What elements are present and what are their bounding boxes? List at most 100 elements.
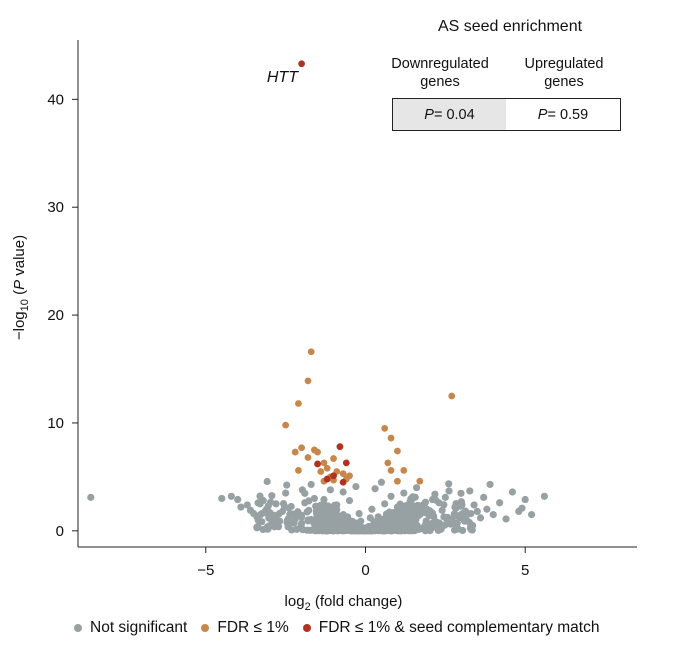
fdr-point bbox=[317, 468, 325, 475]
upregulated-p-value: = 0.59 bbox=[547, 106, 589, 123]
not-significant-point bbox=[355, 509, 363, 518]
not-significant-point bbox=[527, 511, 536, 519]
not-significant-point bbox=[368, 505, 376, 513]
not-significant-point bbox=[432, 519, 440, 527]
fdr-point bbox=[304, 454, 312, 461]
not-significant-point bbox=[357, 517, 365, 525]
x-tick-label: −5 bbox=[197, 562, 214, 579]
not-significant-point bbox=[347, 527, 355, 535]
not-significant-point bbox=[445, 480, 453, 488]
not-significant-point bbox=[461, 507, 469, 515]
fdr-point bbox=[298, 444, 305, 452]
not-significant-point bbox=[508, 488, 517, 496]
fdr-seed-point bbox=[323, 475, 331, 483]
not-significant-point bbox=[329, 514, 338, 522]
not-significant-point bbox=[333, 501, 341, 509]
not-significant-point bbox=[454, 512, 462, 520]
y-tick-label: 0 bbox=[56, 523, 64, 540]
downregulated-p-box: P = 0.04 bbox=[392, 98, 507, 131]
not-significant-point bbox=[269, 514, 277, 522]
fdr-point bbox=[387, 434, 395, 442]
not-significant-point bbox=[320, 495, 328, 504]
not-significant-point bbox=[336, 521, 344, 530]
not-significant-point bbox=[399, 526, 408, 534]
not-significant-point bbox=[278, 507, 287, 516]
x-tick-label: 5 bbox=[521, 562, 529, 579]
not-significant-point bbox=[310, 494, 318, 503]
legend-dot-icon bbox=[302, 624, 311, 632]
not-significant-point bbox=[421, 527, 430, 535]
legend-dot-icon bbox=[201, 624, 210, 632]
upregulated-p-box: P = 0.59 bbox=[506, 98, 621, 131]
fdr-point bbox=[307, 348, 315, 356]
fdr-point bbox=[394, 477, 401, 485]
not-significant-point bbox=[352, 482, 360, 491]
fdr-seed-point bbox=[336, 443, 344, 451]
not-significant-point bbox=[404, 521, 412, 529]
fdr-point bbox=[295, 400, 302, 407]
not-significant-point bbox=[293, 525, 301, 533]
not-significant-point bbox=[416, 507, 424, 516]
not-significant-point bbox=[390, 511, 398, 519]
legend-fdr-seed: FDR ≤ 1% & seed complementary match bbox=[302, 619, 600, 637]
not-significant-point bbox=[382, 510, 391, 518]
not-significant-point bbox=[422, 517, 430, 525]
fdr-point bbox=[323, 464, 331, 472]
fdr-point bbox=[295, 467, 302, 474]
p-symbol: P bbox=[424, 106, 434, 123]
not-significant-point bbox=[457, 489, 465, 497]
not-significant-point bbox=[305, 506, 313, 514]
legend-fdr: FDR ≤ 1% bbox=[201, 619, 289, 637]
not-significant-point bbox=[473, 507, 481, 516]
legend-label: FDR ≤ 1% & seed complementary match bbox=[318, 619, 600, 636]
not-significant-point bbox=[339, 488, 347, 496]
not-significant-point bbox=[301, 499, 309, 507]
legend-label: FDR ≤ 1% bbox=[217, 619, 289, 636]
fdr-point bbox=[394, 447, 401, 455]
not-significant-point bbox=[332, 526, 340, 535]
fdr-point bbox=[387, 467, 395, 474]
not-significant-point bbox=[470, 501, 478, 509]
not-significant-point bbox=[450, 519, 458, 527]
not-significant-point bbox=[326, 486, 334, 494]
fdr-seed-point bbox=[342, 459, 350, 467]
not-significant-point bbox=[366, 514, 374, 522]
not-significant-point bbox=[243, 501, 251, 509]
fdr-seed-point bbox=[339, 478, 347, 486]
fdr-point bbox=[330, 455, 337, 462]
not-significant-point bbox=[441, 493, 449, 501]
not-significant-point bbox=[275, 517, 283, 525]
fdr-point bbox=[400, 467, 408, 474]
not-significant-point bbox=[419, 501, 427, 509]
not-significant-point bbox=[301, 489, 309, 497]
fdr-point bbox=[381, 424, 389, 432]
not-significant-point bbox=[466, 524, 475, 532]
fdr-point bbox=[346, 472, 353, 480]
not-significant-point bbox=[521, 495, 529, 504]
not-significant-point bbox=[279, 499, 288, 508]
not-significant-point bbox=[345, 497, 354, 505]
not-significant-point bbox=[307, 480, 315, 489]
not-significant-point bbox=[466, 487, 474, 495]
not-significant-point bbox=[285, 504, 293, 512]
not-significant-point bbox=[304, 516, 312, 524]
not-significant-point bbox=[253, 513, 261, 521]
not-significant-point bbox=[486, 480, 494, 489]
y-tick-label: 10 bbox=[47, 415, 64, 432]
legend-not-significant: Not significant bbox=[74, 619, 187, 637]
not-significant-point bbox=[406, 498, 414, 506]
legend-dot-icon bbox=[74, 624, 82, 632]
not-significant-point bbox=[502, 515, 510, 523]
not-significant-point bbox=[311, 526, 320, 535]
not-significant-point bbox=[428, 495, 437, 504]
not-significant-point bbox=[317, 520, 325, 528]
not-significant-point bbox=[400, 489, 408, 497]
not-significant-point bbox=[256, 500, 264, 508]
not-significant-point bbox=[320, 506, 328, 514]
not-significant-point bbox=[218, 494, 226, 503]
x-axis-title: log2 (fold change) bbox=[285, 593, 403, 613]
not-significant-point bbox=[303, 526, 311, 534]
legend-label: Not significant bbox=[90, 619, 188, 636]
y-tick-label: 20 bbox=[47, 307, 64, 324]
fdr-point bbox=[314, 448, 321, 456]
